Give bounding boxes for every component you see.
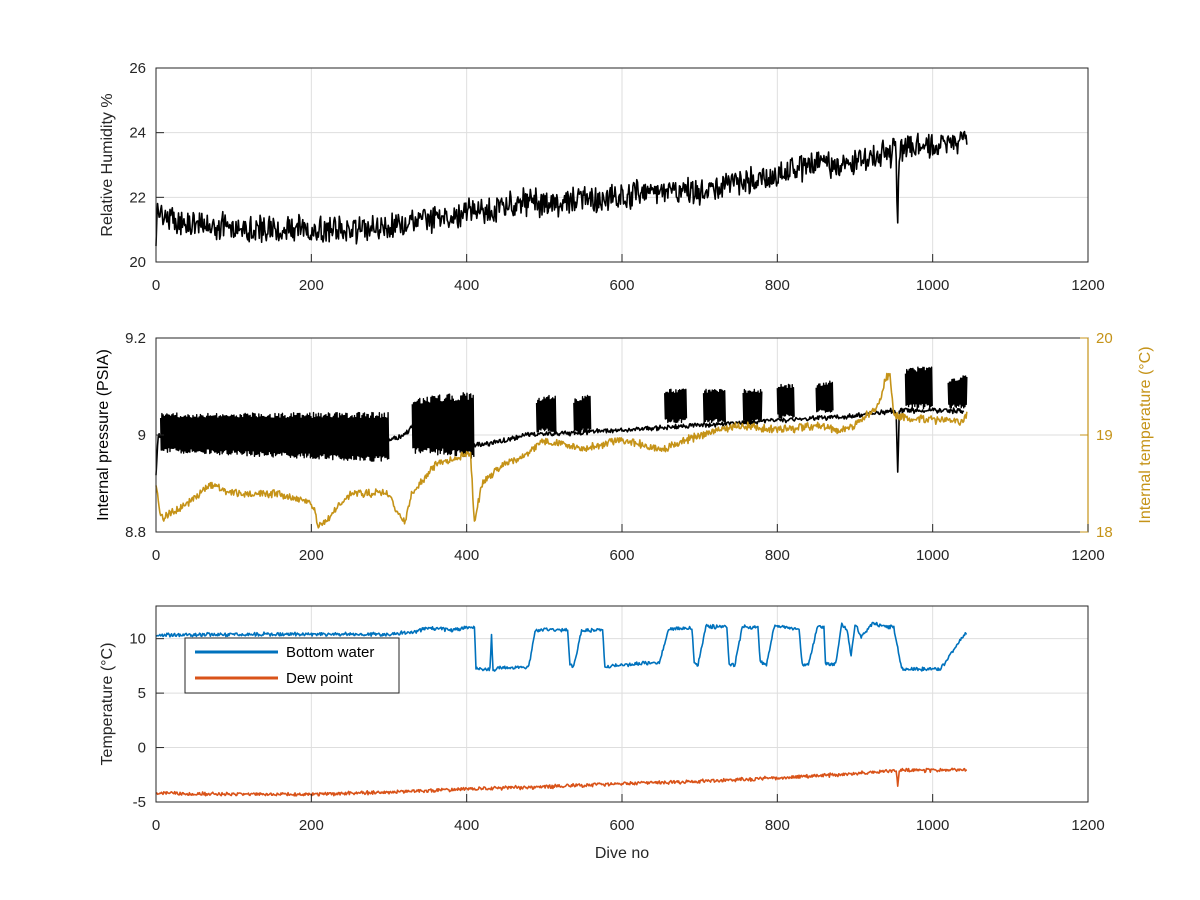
x-tick-label: 600 xyxy=(609,277,634,294)
x-tick-label: 600 xyxy=(609,817,634,834)
x-tick-label: 400 xyxy=(454,547,479,564)
y-tick-label: 0 xyxy=(138,740,146,757)
legend-box xyxy=(184,637,400,694)
x-tick-label: 1000 xyxy=(916,547,949,564)
y-right-tick-label: 19 xyxy=(1096,427,1113,444)
series-line xyxy=(535,394,557,433)
series-line xyxy=(742,388,763,424)
y-tick-label: 9.2 xyxy=(125,330,146,347)
panel-temperature: 0 200 400 600 800 1000 1200 -5 0 5 10 Temperature … xyxy=(99,605,1105,862)
x-tick-label: 400 xyxy=(454,277,479,294)
y-tick-label: 8.8 xyxy=(125,524,146,541)
x-tick-label: 1000 xyxy=(916,817,949,834)
y-right-tick-label: 18 xyxy=(1096,524,1113,541)
series-line xyxy=(411,392,475,459)
series-line xyxy=(155,372,968,529)
x-axis-label: Dive no xyxy=(595,845,649,862)
x-tick-label: 0 xyxy=(152,817,160,834)
x-tick-label: 800 xyxy=(765,277,790,294)
series-line xyxy=(776,383,795,419)
y-tick-label: 22 xyxy=(129,189,146,206)
legend-label-bottom-water: Bottom water xyxy=(286,644,374,661)
series-line xyxy=(664,388,688,424)
y-tick-label: 5 xyxy=(138,685,146,702)
y-axis-label-internal-temperature: Internal temperature (°C) xyxy=(1137,346,1154,523)
series-line xyxy=(815,380,834,413)
x-tick-label: 800 xyxy=(765,817,790,834)
x-tick-label: 200 xyxy=(299,547,324,564)
panel-pressure: 0 200 400 600 800 1000 1200 8.8 9 9.2 18 19 20 Inter… xyxy=(95,330,1154,564)
series-line xyxy=(159,411,390,462)
x-tick-label: 0 xyxy=(152,547,160,564)
y-axis-label-temperature: Temperature (°C) xyxy=(99,643,116,766)
y-axis-label-pressure: Internal pressure (PSIA) xyxy=(95,349,112,521)
y-axis-label-humidity: Relative Humidity % xyxy=(99,93,116,236)
y-tick-label: 10 xyxy=(129,631,146,648)
x-tick-label: 0 xyxy=(152,277,160,294)
x-tick-label: 200 xyxy=(299,817,324,834)
x-tick-label: 1200 xyxy=(1071,547,1104,564)
y-tick-label: -5 xyxy=(133,794,146,811)
series-line xyxy=(155,130,968,247)
series-line xyxy=(155,621,968,672)
y-tick-label: 26 xyxy=(129,60,146,77)
y-tick-label: 9 xyxy=(138,427,146,444)
x-tick-label: 1000 xyxy=(916,277,949,294)
x-tick-label: 1200 xyxy=(1071,817,1104,834)
y-tick-label: 24 xyxy=(129,125,146,142)
legend: Bottom water Dew point xyxy=(184,637,400,694)
legend-label-dew-point: Dew point xyxy=(286,670,354,687)
x-tick-label: 400 xyxy=(454,817,479,834)
x-tick-label: 200 xyxy=(299,277,324,294)
series-line xyxy=(904,366,933,410)
y-tick-label: 20 xyxy=(129,254,146,271)
y-right-tick-label: 20 xyxy=(1096,330,1113,347)
x-tick-label: 1200 xyxy=(1071,277,1104,294)
series-line xyxy=(155,767,968,797)
panel-humidity: 0 200 400 600 800 1000 1200 20 22 24 26 Relative H… xyxy=(99,60,1105,294)
x-tick-label: 600 xyxy=(609,547,634,564)
x-tick-label: 800 xyxy=(765,547,790,564)
series-line xyxy=(702,388,726,424)
series-line xyxy=(947,375,968,409)
series-line xyxy=(573,394,592,433)
